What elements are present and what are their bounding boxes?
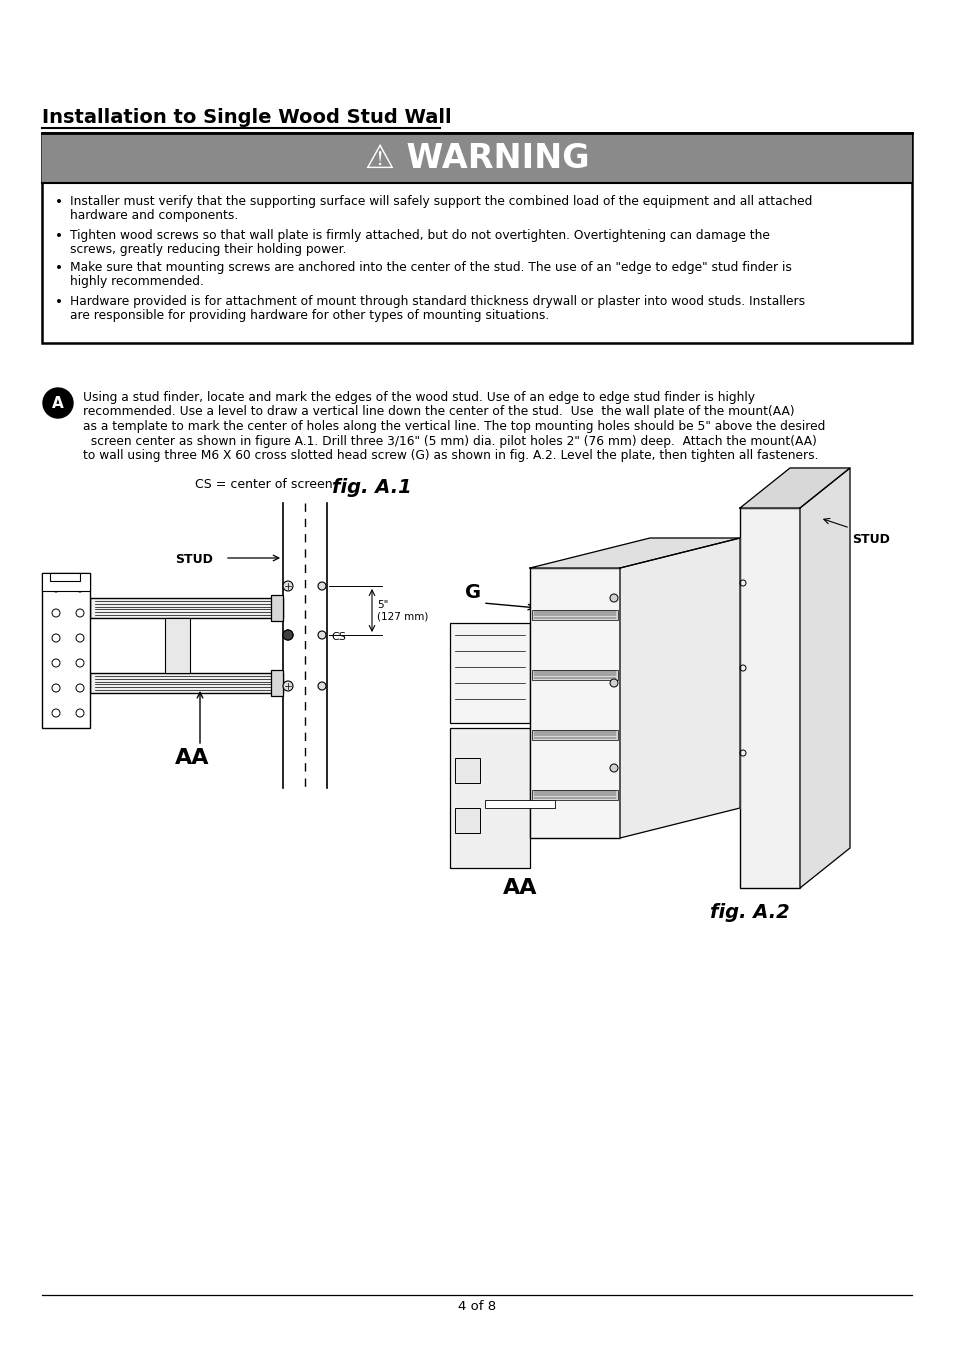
Polygon shape: [530, 539, 740, 568]
Text: AA: AA: [174, 748, 210, 768]
Bar: [42, 134, 911, 184]
Text: Using a stud finder, locate and mark the edges of the wood stud. Use of an edge : Using a stud finder, locate and mark the…: [83, 392, 754, 404]
Circle shape: [76, 609, 84, 617]
Text: •: •: [55, 230, 63, 243]
Circle shape: [283, 580, 293, 591]
Text: ⚠ WARNING: ⚠ WARNING: [364, 142, 589, 174]
Circle shape: [609, 679, 618, 687]
Circle shape: [317, 682, 326, 690]
Text: 4 of 8: 4 of 8: [457, 1300, 496, 1314]
Text: STUD: STUD: [174, 554, 213, 566]
Circle shape: [609, 594, 618, 602]
Circle shape: [52, 585, 60, 593]
Bar: [740, 508, 800, 888]
Bar: [90, 598, 283, 618]
Circle shape: [52, 609, 60, 617]
Text: CS: CS: [331, 632, 346, 643]
Text: AA: AA: [502, 878, 537, 898]
Text: •: •: [55, 296, 63, 309]
Circle shape: [76, 684, 84, 693]
Circle shape: [76, 585, 84, 593]
Text: are responsible for providing hardware for other types of mounting situations.: are responsible for providing hardware f…: [70, 309, 549, 323]
Bar: [530, 568, 619, 838]
Polygon shape: [740, 468, 849, 508]
Text: screws, greatly reducing their holding power.: screws, greatly reducing their holding p…: [70, 243, 346, 256]
Bar: [450, 622, 530, 724]
Circle shape: [317, 582, 326, 590]
Text: Make sure that mounting screws are anchored into the center of the stud. The use: Make sure that mounting screws are ancho…: [70, 261, 791, 274]
Circle shape: [52, 684, 60, 693]
Bar: [532, 730, 618, 740]
Text: CS = center of screen: CS = center of screen: [194, 478, 333, 491]
Circle shape: [52, 634, 60, 643]
Bar: [90, 674, 283, 693]
Text: •: •: [55, 261, 63, 275]
Text: recommended. Use a level to draw a vertical line down the center of the stud.  U: recommended. Use a level to draw a verti…: [83, 405, 794, 418]
Text: A: A: [52, 396, 64, 410]
Bar: [271, 670, 283, 697]
Circle shape: [52, 659, 60, 667]
Text: Installer must verify that the supporting surface will safely support the combin: Installer must verify that the supportin…: [70, 194, 812, 208]
Circle shape: [52, 709, 60, 717]
Circle shape: [76, 709, 84, 717]
Text: G: G: [464, 583, 480, 602]
Circle shape: [283, 680, 293, 691]
Bar: [484, 801, 555, 809]
Bar: [532, 670, 618, 680]
Bar: [455, 757, 479, 783]
Text: fig. A.2: fig. A.2: [709, 903, 789, 922]
Bar: [42, 572, 90, 728]
Circle shape: [609, 764, 618, 772]
Bar: [532, 610, 618, 620]
Polygon shape: [619, 539, 740, 838]
Text: Hardware provided is for attachment of mount through standard thickness drywall : Hardware provided is for attachment of m…: [70, 296, 804, 308]
Bar: [42, 134, 911, 343]
Circle shape: [283, 630, 293, 640]
Circle shape: [43, 387, 73, 418]
Text: as a template to mark the center of holes along the vertical line. The top mount: as a template to mark the center of hole…: [83, 420, 824, 433]
Text: STUD: STUD: [851, 533, 889, 545]
Text: fig. A.1: fig. A.1: [332, 478, 412, 497]
Bar: [271, 595, 283, 621]
Text: to wall using three M6 X 60 cross slotted head screw (G) as shown in fig. A.2. L: to wall using three M6 X 60 cross slotte…: [83, 450, 818, 462]
Circle shape: [76, 659, 84, 667]
Text: highly recommended.: highly recommended.: [70, 275, 204, 288]
Polygon shape: [800, 468, 849, 888]
Bar: [532, 790, 618, 801]
Text: screen center as shown in figure A.1. Drill three 3/16" (5 mm) dia. pilot holes : screen center as shown in figure A.1. Dr…: [83, 435, 816, 447]
Text: 5"
(127 mm): 5" (127 mm): [376, 599, 428, 621]
Circle shape: [76, 634, 84, 643]
Bar: [50, 572, 80, 580]
Text: •: •: [55, 194, 63, 209]
Bar: [455, 809, 479, 833]
Text: Installation to Single Wood Stud Wall: Installation to Single Wood Stud Wall: [42, 108, 451, 127]
Text: hardware and components.: hardware and components.: [70, 209, 238, 221]
Circle shape: [283, 630, 293, 640]
Bar: [165, 618, 190, 674]
Bar: [450, 728, 530, 868]
Bar: [42, 572, 90, 591]
Circle shape: [317, 630, 326, 639]
Text: Tighten wood screws so that wall plate is firmly attached, but do not overtighte: Tighten wood screws so that wall plate i…: [70, 230, 769, 242]
